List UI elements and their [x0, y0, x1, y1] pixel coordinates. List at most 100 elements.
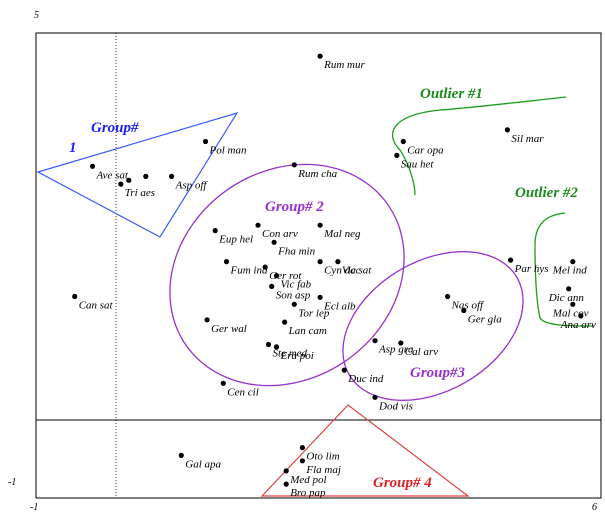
data-point [461, 307, 467, 314]
point-label: Tri aes [125, 187, 155, 199]
outlier-label-1: Outlier #1 [420, 86, 483, 102]
data-point [578, 313, 584, 319]
group-label-1b: 1 [69, 140, 77, 156]
group-label-2: Group# 2 [265, 199, 324, 215]
data-point [317, 222, 323, 228]
data-point [271, 239, 277, 245]
point-label: Mal cov [552, 307, 589, 319]
point-label: Cal arv [405, 346, 438, 358]
point-label: Cen cil [227, 386, 258, 398]
data-point [282, 319, 288, 325]
data-point [299, 458, 305, 464]
point-label: Sil mar [511, 133, 544, 145]
point-label: Car opa [407, 145, 444, 157]
data-point [570, 301, 576, 307]
outlier-2-curve [534, 212, 595, 327]
group-label-3: Group#3 [410, 365, 466, 381]
point-label: Fum ind [230, 265, 268, 277]
point-label: Con arv [262, 228, 298, 240]
point-label: Par hys [514, 263, 549, 275]
point-label: Tor lep [298, 307, 330, 319]
point-label: Fha min [277, 245, 315, 257]
data-point [394, 152, 400, 158]
group-4-triangle [260, 404, 470, 497]
data-point [118, 181, 124, 187]
point-label: Ana arv [560, 319, 596, 331]
group-1-triangle [36, 111, 239, 238]
point-label: Asp off [175, 179, 209, 191]
point-label: Eup hel [218, 234, 253, 246]
data-point [445, 293, 451, 300]
tick-label-y-max: 5 [34, 10, 39, 21]
outlier-label-2: Outlier #2 [515, 185, 578, 201]
data-point [299, 445, 305, 451]
group-3-ellipse [342, 251, 524, 401]
point-label: Cyn dac [324, 265, 360, 277]
point-label: Dic ann [548, 292, 585, 304]
group-label-4: Group# 4 [373, 475, 432, 491]
data-point [317, 259, 323, 265]
point-label: Ger wal [211, 323, 247, 335]
data-point [72, 293, 78, 300]
data-point [89, 163, 96, 169]
data-point [273, 344, 280, 350]
point-label: Son asp [276, 289, 311, 301]
point-label: Fla maj [305, 464, 341, 476]
point-label: Gal apa [185, 458, 221, 470]
data-point [291, 301, 297, 307]
data-point [143, 173, 149, 179]
outlier-1-curve [391, 96, 567, 196]
point-label: Bro pap [290, 487, 326, 499]
point-label: Ste med [273, 348, 308, 360]
data-point [283, 468, 289, 474]
point-label: Duc ind [347, 373, 384, 385]
data-point [265, 341, 272, 348]
point-label: Med pol [289, 474, 326, 486]
data-point [341, 367, 347, 373]
group-label-1a: Group# [91, 120, 139, 136]
point-label: Ger rot [269, 270, 302, 282]
data-point [398, 340, 404, 346]
point-label: Sau het [401, 158, 435, 170]
axes: 5 -1 -1 6 [8, 10, 602, 512]
data-point [255, 222, 261, 228]
point-label: Lan cam [288, 325, 327, 337]
data-point [508, 257, 514, 263]
plot-frame [35, 32, 602, 499]
group-shapes [36, 96, 595, 497]
point-label: Pol man [209, 145, 247, 157]
point-label: Asp gra [378, 344, 414, 356]
point-label: Nas off [451, 300, 485, 312]
data-point [202, 138, 209, 145]
group-labels: Group# 1 Group# 2 Group#3 Group# 4 Outli… [69, 86, 578, 491]
point-label: Vic sat [342, 265, 372, 277]
data-point [126, 177, 132, 183]
tick-label-x-min: -1 [30, 502, 38, 512]
point-label: Can sat [79, 300, 114, 312]
data-point [566, 286, 572, 292]
data-point [223, 259, 230, 265]
data-point [204, 317, 210, 323]
data-point [400, 138, 406, 145]
data-point [269, 283, 275, 289]
point-label: Mel ind [552, 265, 587, 277]
data-point [317, 53, 323, 59]
point-label: Rum mur [323, 59, 365, 71]
data-point [317, 294, 323, 300]
point-label: Era poi [280, 350, 314, 362]
data-point [169, 173, 175, 179]
data-point [372, 394, 378, 400]
point-label: Ave sat [96, 169, 129, 181]
data-point [262, 264, 268, 270]
point-label: Rum cha [297, 168, 337, 180]
data-point [283, 481, 289, 487]
data-point [291, 162, 297, 168]
data-point [372, 338, 378, 344]
data-point [178, 452, 184, 458]
point-label: Ecl alb [323, 300, 356, 312]
data-point [570, 259, 576, 265]
point-label: Oto lim [306, 451, 339, 463]
data-point [504, 127, 510, 133]
